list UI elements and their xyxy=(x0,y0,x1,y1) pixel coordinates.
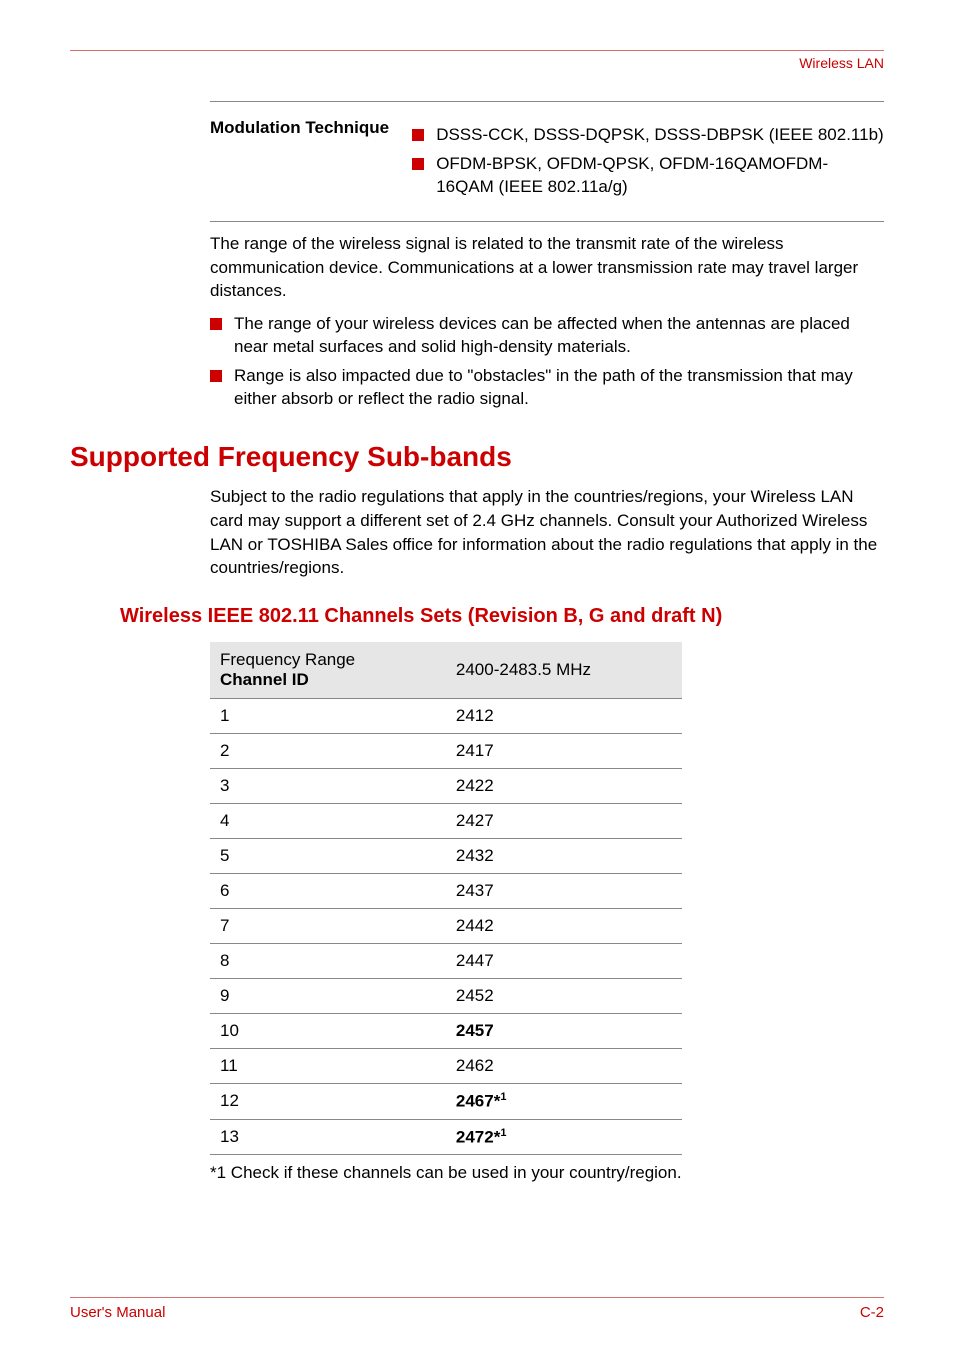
footer-rule xyxy=(70,1297,884,1298)
section-title: Supported Frequency Sub-bands xyxy=(70,441,884,473)
freq-header-col2: 2400-2483.5 MHz xyxy=(446,642,682,699)
header-rule xyxy=(70,50,884,51)
freq-header-row: Frequency Range Channel ID 2400-2483.5 M… xyxy=(210,642,682,699)
table-row: 122467*1 xyxy=(210,1084,682,1120)
footnote: *1 Check if these channels can be used i… xyxy=(210,1163,884,1183)
table-row: 132472*1 xyxy=(210,1119,682,1155)
spec-bullet-1: OFDM-BPSK, OFDM-QPSK, OFDM-16QAMOFDM-16Q… xyxy=(412,153,884,199)
frequency-table: Frequency Range Channel ID 2400-2483.5 M… xyxy=(210,642,682,1155)
note-sup: 1 xyxy=(500,1127,506,1139)
freq-header-col1: Frequency Range Channel ID xyxy=(210,642,446,699)
footer-row: User's Manual C-2 xyxy=(70,1304,884,1321)
spec-bullet-0: DSSS-CCK, DSSS-DQPSK, DSSS-DBPSK (IEEE 8… xyxy=(412,124,884,147)
table-row: 32422 xyxy=(210,769,682,804)
range-bullet-list: The range of your wireless devices can b… xyxy=(210,313,884,411)
table-row: 92452 xyxy=(210,979,682,1014)
spec-rule-top xyxy=(210,101,884,102)
range-bullet-1: Range is also impacted due to "obstacles… xyxy=(210,365,884,411)
modulation-spec-table: Modulation Technique DSSS-CCK, DSSS-DQPS… xyxy=(210,110,884,213)
channel-id: 7 xyxy=(210,909,446,944)
section-body-wrap: Subject to the radio regulations that ap… xyxy=(210,485,884,580)
channel-freq: 2467*1 xyxy=(446,1084,682,1120)
channel-freq: 2437 xyxy=(446,874,682,909)
table-row: 42427 xyxy=(210,804,682,839)
content-area: Modulation Technique DSSS-CCK, DSSS-DQPS… xyxy=(210,101,884,411)
table-row: 12412 xyxy=(210,699,682,734)
channel-freq: 2472*1 xyxy=(446,1119,682,1155)
channel-id: 11 xyxy=(210,1049,446,1084)
table-row: 102457 xyxy=(210,1014,682,1049)
channel-freq: 2422 xyxy=(446,769,682,804)
subsection-title: Wireless IEEE 802.11 Channels Sets (Revi… xyxy=(120,605,884,628)
freq-header-line1: Frequency Range xyxy=(220,650,355,669)
channel-id: 8 xyxy=(210,944,446,979)
channel-id: 6 xyxy=(210,874,446,909)
table-row: 52432 xyxy=(210,839,682,874)
channel-id: 13 xyxy=(210,1119,446,1155)
header-title: Wireless LAN xyxy=(70,55,884,71)
range-bullet-0: The range of your wireless devices can b… xyxy=(210,313,884,359)
footer-right: C-2 xyxy=(860,1304,884,1321)
channel-freq: 2457 xyxy=(446,1014,682,1049)
channel-id: 9 xyxy=(210,979,446,1014)
spec-value: DSSS-CCK, DSSS-DQPSK, DSSS-DBPSK (IEEE 8… xyxy=(412,110,884,213)
channel-freq: 2447 xyxy=(446,944,682,979)
section-body: Subject to the radio regulations that ap… xyxy=(210,485,884,580)
spec-rule-bottom xyxy=(210,221,884,222)
channel-freq: 2432 xyxy=(446,839,682,874)
table-row: 72442 xyxy=(210,909,682,944)
freq-tbody: 1241222417324224242752432624377244282447… xyxy=(210,699,682,1155)
channel-id: 5 xyxy=(210,839,446,874)
channel-freq: 2462 xyxy=(446,1049,682,1084)
table-row: 112462 xyxy=(210,1049,682,1084)
footer-left: User's Manual xyxy=(70,1304,165,1321)
table-row: 82447 xyxy=(210,944,682,979)
spec-bullet-list: DSSS-CCK, DSSS-DQPSK, DSSS-DBPSK (IEEE 8… xyxy=(412,124,884,199)
table-row: 62437 xyxy=(210,874,682,909)
channel-freq: 2427 xyxy=(446,804,682,839)
channel-freq: 2412 xyxy=(446,699,682,734)
freq-header-line2: Channel ID xyxy=(220,670,309,689)
freq-table-wrap: Frequency Range Channel ID 2400-2483.5 M… xyxy=(210,642,884,1183)
channel-freq: 2442 xyxy=(446,909,682,944)
footer: User's Manual C-2 xyxy=(70,1297,884,1321)
table-row: 22417 xyxy=(210,734,682,769)
channel-id: 12 xyxy=(210,1084,446,1120)
channel-id: 4 xyxy=(210,804,446,839)
channel-freq: 2452 xyxy=(446,979,682,1014)
channel-id: 2 xyxy=(210,734,446,769)
note-sup: 1 xyxy=(500,1091,506,1103)
channel-id: 10 xyxy=(210,1014,446,1049)
channel-id: 1 xyxy=(210,699,446,734)
channel-freq: 2417 xyxy=(446,734,682,769)
channel-id: 3 xyxy=(210,769,446,804)
spec-label: Modulation Technique xyxy=(210,110,412,213)
range-paragraph: The range of the wireless signal is rela… xyxy=(210,232,884,303)
